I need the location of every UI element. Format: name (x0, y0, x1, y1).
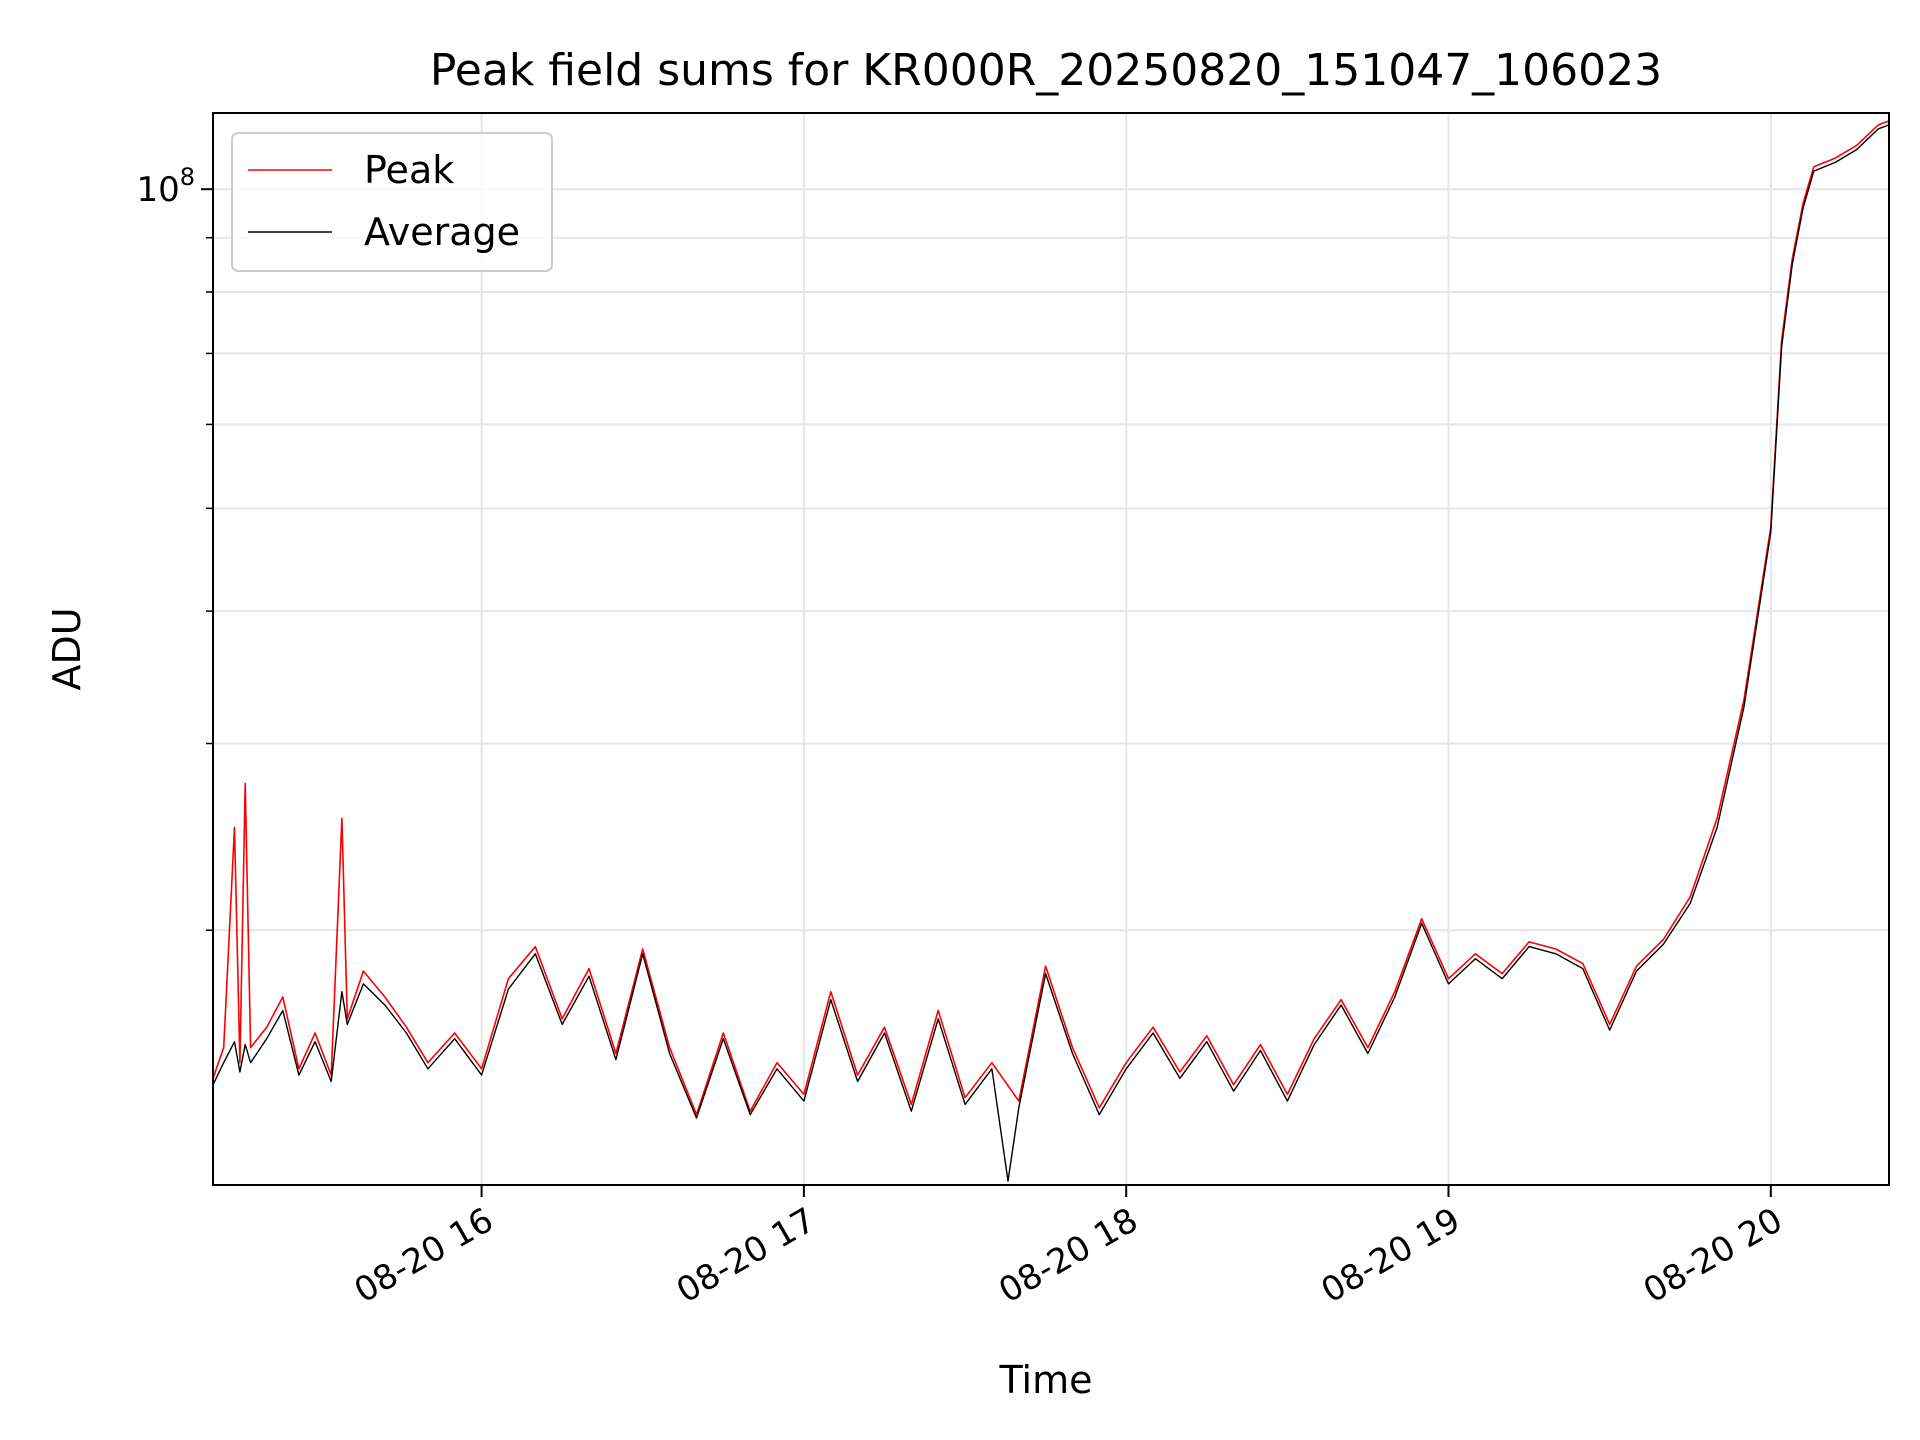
plot-frame (212, 112, 1890, 1186)
legend: Peak Average (231, 132, 553, 272)
chart-title: Peak field sums for KR000R_20250820_1510… (430, 45, 1662, 96)
series-average-line (212, 124, 1890, 1182)
y-tick-label: 108 (136, 163, 195, 210)
series-peak-line (212, 120, 1890, 1116)
y-tick-label-base: 10 (136, 170, 179, 210)
series-layer (212, 120, 1890, 1182)
grid (213, 113, 1889, 1185)
y-axis-label: ADU (45, 607, 89, 690)
legend-peak-label: Peak (364, 148, 454, 192)
y-tick-label-exponent: 8 (180, 163, 195, 191)
legend-box (231, 132, 553, 272)
x-axis-label: Time (999, 1358, 1093, 1402)
legend-average-label: Average (364, 210, 520, 254)
